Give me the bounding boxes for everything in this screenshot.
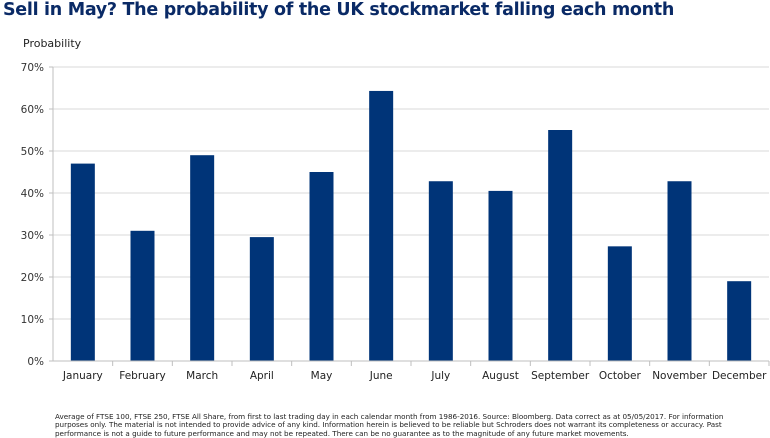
chart-title: Sell in May? The probability of the UK s… (3, 0, 675, 20)
bar (727, 281, 752, 361)
bar (309, 172, 334, 361)
x-tick-label: October (599, 370, 642, 382)
x-tick-label: December (712, 370, 767, 382)
bar (548, 130, 573, 361)
y-tick-label: 30% (21, 230, 44, 242)
x-tick-label: January (62, 370, 103, 382)
y-tick-label: 60% (21, 104, 44, 116)
bar (488, 190, 513, 361)
y-tick-label: 50% (21, 146, 44, 158)
x-tick-label: September (531, 370, 590, 382)
x-tick-label: August (482, 370, 519, 382)
x-tick-label: March (186, 370, 218, 382)
bar (70, 163, 95, 361)
y-axis-label: Probability (23, 37, 82, 50)
x-tick-label: February (119, 370, 166, 382)
y-tick-label: 0% (27, 356, 44, 368)
bar (667, 181, 692, 361)
bar (369, 90, 394, 361)
y-tick-label: 70% (21, 62, 44, 74)
y-tick-label: 40% (21, 188, 44, 200)
bar-chart: 0% 10% 20% 30% 40% 50% 60% 70% January February Ma… (21, 62, 770, 382)
bar (428, 181, 453, 361)
y-tick-label: 10% (21, 314, 44, 326)
bar (130, 230, 155, 361)
bar (607, 246, 632, 361)
x-tick-label: April (250, 370, 274, 382)
footnote: Average of FTSE 100, FTSE 250, FTSE All … (55, 412, 724, 438)
bar (249, 237, 274, 361)
x-tick-label: November (652, 370, 707, 382)
y-tick-label: 20% (21, 272, 44, 284)
bar (190, 155, 215, 361)
x-tick-label: July (430, 370, 450, 382)
x-tick-label: June (369, 370, 393, 382)
x-tick-label: May (311, 370, 333, 382)
